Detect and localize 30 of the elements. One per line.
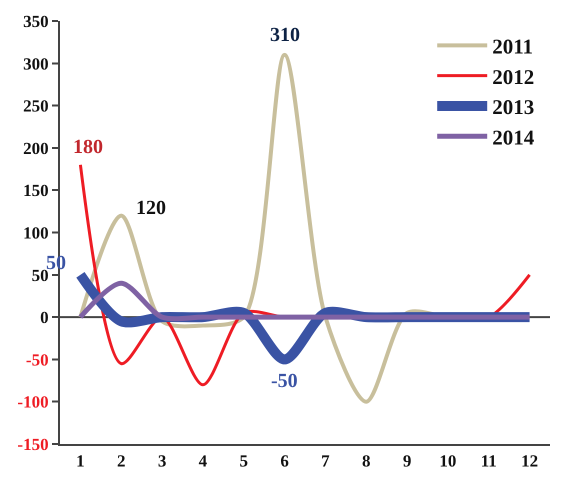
x-tick-label: 3 [158,451,166,470]
y-tick-label: 200 [23,138,49,158]
y-tick-label: 0 [40,308,49,328]
y-tick-label: 250 [23,96,49,116]
y-tick-label: -150 [17,434,49,454]
annotation: 180 [73,136,103,158]
x-tick-label: 10 [439,451,456,470]
y-tick-label: 150 [23,181,49,200]
x-tick-label: 7 [321,451,330,470]
legend-label: 2014 [492,125,535,150]
annotation: 310 [270,24,300,46]
y-tick-label: -50 [26,350,49,370]
legend-label: 2013 [492,95,534,120]
x-tick-label: 12 [521,451,538,470]
y-tick-label: 350 [23,12,49,31]
x-tick-label: 2 [117,451,126,470]
x-tick-label: 6 [280,451,289,470]
x-tick-label: 4 [198,451,208,470]
annotation: 120 [136,197,166,219]
y-tick-label: -100 [17,392,49,412]
legend-label: 2011 [492,34,534,59]
y-tick-label: 100 [23,223,49,242]
y-tick-label: 300 [23,54,49,74]
x-tick-label: 9 [402,451,412,470]
x-tick-label: 5 [240,451,248,470]
x-tick-label: 1 [76,451,85,470]
annotation: -50 [271,370,298,392]
x-tick-label: 11 [480,451,497,470]
legend-label: 2012 [492,64,534,89]
x-tick-label: 8 [362,451,370,470]
